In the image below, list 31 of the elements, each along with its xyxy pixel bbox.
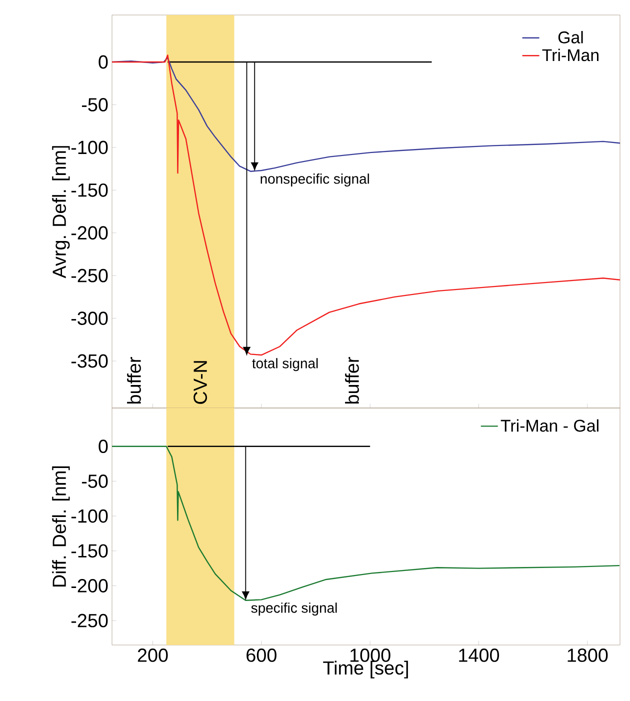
y-tick-label: -250 [71, 614, 108, 628]
y-axis-title: Diff. Defl. [nm] [52, 466, 70, 586]
y-tick-label: -50 [82, 474, 108, 488]
y-tick-label: -200 [71, 579, 108, 592]
annotation: buffer [127, 357, 141, 404]
annotation: total signal [252, 358, 318, 372]
annotation: buffer [345, 357, 359, 404]
x-tick-label: 1800 [568, 648, 608, 662]
band-label: CV-N [194, 361, 207, 404]
x-tick-label: 200 [138, 648, 168, 662]
y-tick-label: -100 [71, 509, 108, 523]
y-tick-label: -150 [71, 183, 108, 197]
annotation: nonspecific signal [260, 174, 369, 187]
y-tick-label: -150 [71, 544, 108, 558]
y-tick-label: 0 [98, 440, 108, 454]
y-tick-label: -350 [71, 354, 108, 368]
x-tick-label: 600 [246, 648, 276, 662]
x-axis-title: Time [sec] [323, 660, 408, 678]
y-tick-label: -250 [71, 268, 108, 282]
y-tick-label: -50 [82, 98, 108, 112]
legend-label: Tri-Man - Gal [500, 419, 598, 432]
x-tick-label: 1400 [459, 648, 500, 662]
y-axis-title: Avrg. Defl. [nm] [52, 146, 70, 278]
legend-label: Tri-Man [542, 48, 598, 62]
y-tick-label: 0 [98, 55, 108, 69]
y-tick-label: -200 [71, 226, 108, 240]
x-tick-label: 1000 [350, 648, 390, 662]
annotation: specific signal [251, 602, 337, 616]
y-tick-label: -100 [71, 140, 108, 154]
legend-label: Gal [558, 30, 583, 44]
y-tick-label: -300 [71, 312, 108, 325]
